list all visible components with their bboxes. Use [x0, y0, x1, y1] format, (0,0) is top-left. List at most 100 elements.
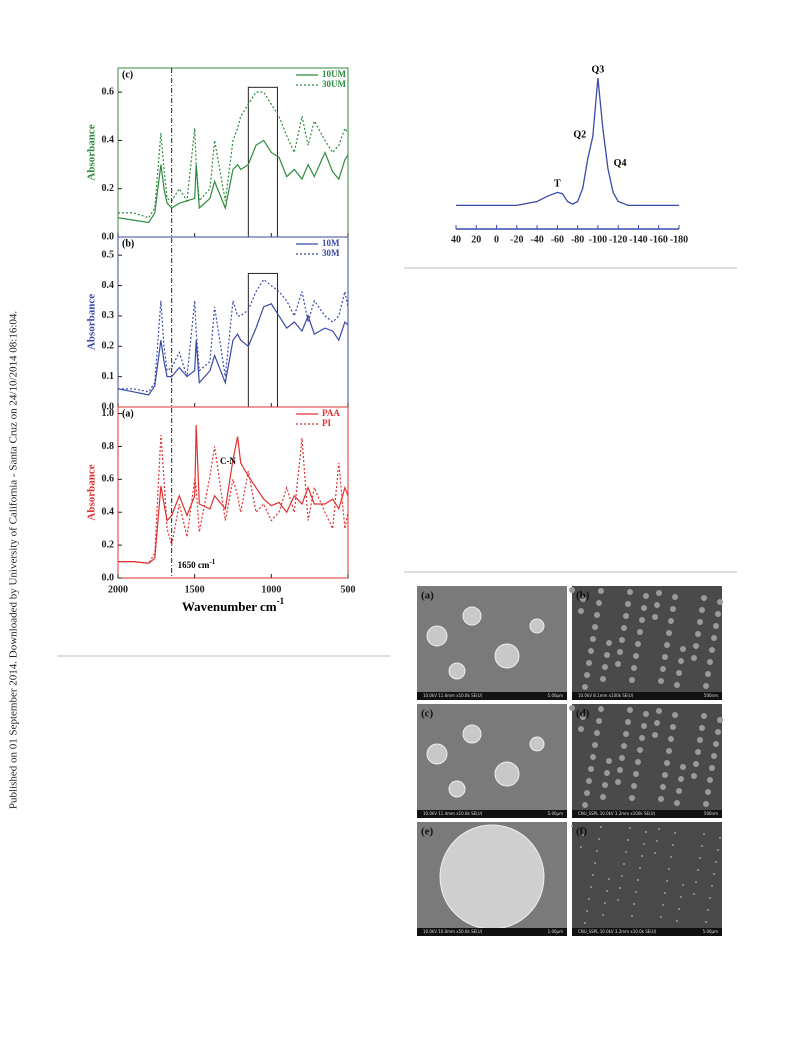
marker-label: 1650 cm-1 — [178, 558, 216, 570]
grain — [629, 677, 635, 683]
grain — [615, 779, 621, 785]
grain — [582, 834, 584, 836]
info-bar — [572, 810, 722, 818]
grain — [637, 879, 639, 881]
sem-image — [572, 822, 722, 936]
x-axis-sup: -1 — [277, 596, 285, 606]
sem-caption: 10.0kV 10.0mm x50.0k SE(U) — [423, 929, 483, 934]
grain — [590, 754, 596, 760]
grain — [707, 777, 713, 783]
y-tick-label: 0.5 — [102, 250, 115, 261]
grain — [629, 795, 635, 801]
sem-label: (f) — [576, 826, 587, 838]
sphere — [462, 724, 482, 744]
y-tick-label: 0.2 — [102, 341, 115, 352]
grain — [707, 659, 713, 665]
grain — [598, 838, 600, 840]
sem-scale: 1.00µm — [548, 929, 563, 934]
highlight-box — [247, 86, 278, 238]
grain — [604, 652, 610, 658]
grain — [666, 748, 672, 754]
grain — [656, 840, 658, 842]
spectrum-line — [117, 139, 349, 224]
grain — [590, 886, 592, 888]
legend-label: 10M — [322, 238, 340, 248]
grain — [643, 843, 645, 845]
grain — [639, 867, 641, 869]
grain — [695, 881, 697, 883]
y-tick-label: 0.0 — [102, 401, 115, 412]
grain — [619, 637, 625, 643]
grain — [596, 600, 602, 606]
grain — [592, 874, 594, 876]
x-tick-label: -160 — [650, 234, 668, 245]
grain — [664, 642, 670, 648]
sem-label: (b) — [576, 590, 590, 602]
sem-label: (a) — [421, 590, 434, 602]
legend-label: PI — [322, 418, 331, 428]
grain — [652, 614, 658, 620]
sem-scale: 500nm — [704, 693, 718, 698]
grain — [623, 863, 625, 865]
grain — [584, 672, 590, 678]
grain — [590, 636, 596, 642]
spectrum-line — [118, 425, 349, 564]
grain — [672, 844, 674, 846]
grain — [619, 887, 621, 889]
sem-image — [572, 586, 722, 700]
grain — [643, 593, 649, 599]
sphere — [426, 743, 448, 765]
peak-label: Q2 — [573, 129, 586, 140]
grain — [637, 747, 643, 753]
grain — [588, 648, 594, 654]
grain — [604, 770, 610, 776]
sphere — [439, 824, 545, 930]
grain — [680, 896, 682, 898]
grain — [697, 737, 703, 743]
grain — [625, 601, 631, 607]
grain — [672, 594, 678, 600]
grain — [705, 671, 711, 677]
grain — [598, 706, 604, 712]
grain — [606, 890, 608, 892]
x-tick-label: -60 — [551, 234, 564, 245]
sem-caption: CNU_SSPL 10.0kV 3.2mm x10.0k SE(U) — [578, 929, 657, 934]
sphere — [426, 625, 448, 647]
x-tick-label: 500 — [341, 584, 356, 595]
grain — [693, 643, 699, 649]
grain — [678, 908, 680, 910]
grain — [602, 664, 608, 670]
panel-frame — [117, 406, 349, 579]
panel-frame — [117, 67, 349, 238]
grain — [621, 625, 627, 631]
grain — [699, 725, 705, 731]
x-tick-label: 1500 — [185, 584, 205, 595]
grain — [645, 831, 647, 833]
grain — [580, 596, 586, 602]
grain — [660, 916, 662, 918]
grain — [662, 772, 668, 778]
grain — [668, 736, 674, 742]
grain — [582, 802, 588, 808]
grain — [606, 640, 612, 646]
grain — [703, 833, 705, 835]
grain — [701, 595, 707, 601]
grain — [676, 788, 682, 794]
sphere — [448, 780, 466, 798]
grain — [602, 914, 604, 916]
grain — [670, 724, 676, 730]
info-bar — [417, 810, 567, 818]
grain — [715, 611, 721, 617]
grain — [633, 653, 639, 659]
grain — [623, 731, 629, 737]
grain — [598, 588, 604, 594]
grain — [699, 607, 705, 613]
grain — [602, 782, 608, 788]
grain — [627, 589, 633, 595]
panel-label: (a) — [122, 408, 134, 419]
grain — [705, 921, 707, 923]
grain — [571, 825, 573, 827]
grain — [643, 711, 649, 717]
y-tick-label: 0.0 — [102, 572, 115, 583]
